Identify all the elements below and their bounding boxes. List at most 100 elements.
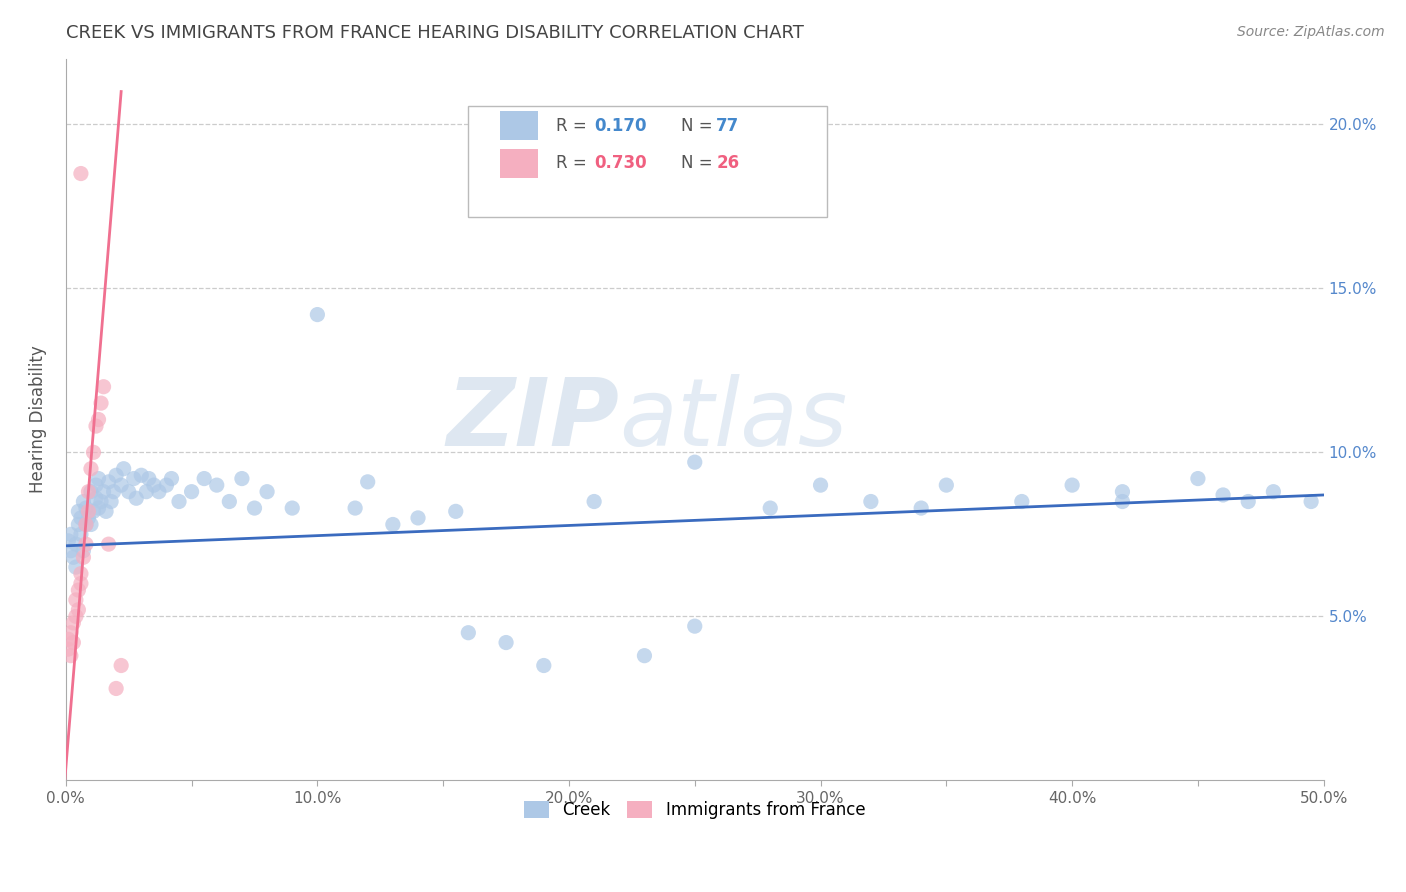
Point: [80, 484, 103, 499]
Point: [110, 478, 132, 492]
Bar: [499, 149, 537, 178]
Point: [160, 472, 183, 486]
Point: [94, 504, 117, 518]
Point: [87, 412, 110, 426]
Point: [125, 491, 148, 506]
Point: [193, 472, 215, 486]
Point: [97, 537, 120, 551]
Point: [180, 484, 202, 499]
Point: [72, 543, 94, 558]
Point: [93, 380, 115, 394]
Point: [1062, 478, 1084, 492]
Point: [129, 468, 152, 483]
Text: N =: N =: [681, 154, 718, 172]
Bar: [499, 112, 537, 140]
Point: [59, 625, 82, 640]
Point: [77, 504, 100, 518]
Point: [80, 461, 103, 475]
Point: [87, 501, 110, 516]
Point: [67, 583, 90, 598]
Text: ZIP: ZIP: [447, 374, 619, 466]
Point: [256, 484, 278, 499]
Point: [103, 484, 125, 499]
Point: [1263, 484, 1285, 499]
Point: [65, 560, 87, 574]
Point: [406, 511, 429, 525]
Point: [1011, 494, 1033, 508]
Y-axis label: Hearing Disability: Hearing Disability: [30, 346, 46, 493]
Point: [683, 619, 706, 633]
Text: N =: N =: [681, 117, 718, 135]
Point: [87, 472, 110, 486]
Point: [59, 543, 82, 558]
Point: [58, 642, 80, 657]
Point: [70, 566, 93, 581]
Point: [495, 635, 517, 649]
Point: [344, 501, 367, 516]
Point: [77, 484, 100, 499]
Point: [65, 537, 87, 551]
Legend: Creek, Immigrants from France: Creek, Immigrants from France: [517, 795, 872, 826]
Point: [281, 501, 304, 516]
Point: [100, 494, 122, 508]
Point: [62, 550, 84, 565]
Point: [142, 478, 165, 492]
Point: [759, 501, 782, 516]
Point: [93, 484, 115, 499]
Point: [935, 478, 957, 492]
Text: 26: 26: [716, 154, 740, 172]
Point: [910, 501, 932, 516]
Point: [810, 478, 832, 492]
Point: [1111, 494, 1133, 508]
Point: [118, 484, 141, 499]
Text: 0.170: 0.170: [595, 117, 647, 135]
Point: [231, 472, 253, 486]
Point: [75, 537, 97, 551]
Point: [97, 475, 120, 489]
Point: [859, 494, 882, 508]
Point: [70, 511, 93, 525]
Point: [357, 475, 380, 489]
Point: [1111, 484, 1133, 499]
Point: [167, 494, 190, 508]
Point: [583, 494, 606, 508]
Point: [105, 681, 128, 696]
Point: [135, 484, 157, 499]
Point: [457, 625, 479, 640]
Text: atlas: atlas: [619, 374, 848, 465]
Text: CREEK VS IMMIGRANTS FROM FRANCE HEARING DISABILITY CORRELATION CHART: CREEK VS IMMIGRANTS FROM FRANCE HEARING …: [66, 24, 804, 42]
Point: [155, 478, 177, 492]
Text: R =: R =: [557, 154, 592, 172]
Point: [70, 167, 93, 181]
Point: [84, 491, 107, 506]
Point: [77, 511, 100, 525]
Point: [67, 517, 90, 532]
Point: [122, 472, 145, 486]
Point: [65, 609, 87, 624]
Point: [84, 478, 107, 492]
Point: [218, 494, 240, 508]
Point: [62, 635, 84, 649]
Text: 0.730: 0.730: [595, 154, 647, 172]
Point: [112, 461, 135, 475]
Point: [105, 468, 128, 483]
Point: [65, 593, 87, 607]
Point: [72, 550, 94, 565]
Point: [70, 576, 93, 591]
Point: [1237, 494, 1260, 508]
Point: [59, 527, 82, 541]
Point: [75, 517, 97, 532]
Point: [243, 501, 266, 516]
Point: [58, 533, 80, 548]
Point: [80, 517, 103, 532]
Point: [67, 603, 90, 617]
Text: R =: R =: [557, 117, 592, 135]
Point: [90, 396, 112, 410]
Point: [444, 504, 467, 518]
Point: [1212, 488, 1234, 502]
Text: 77: 77: [716, 117, 740, 135]
Point: [58, 632, 80, 647]
Text: Source: ZipAtlas.com: Source: ZipAtlas.com: [1237, 25, 1385, 39]
Point: [1187, 472, 1209, 486]
Point: [683, 455, 706, 469]
